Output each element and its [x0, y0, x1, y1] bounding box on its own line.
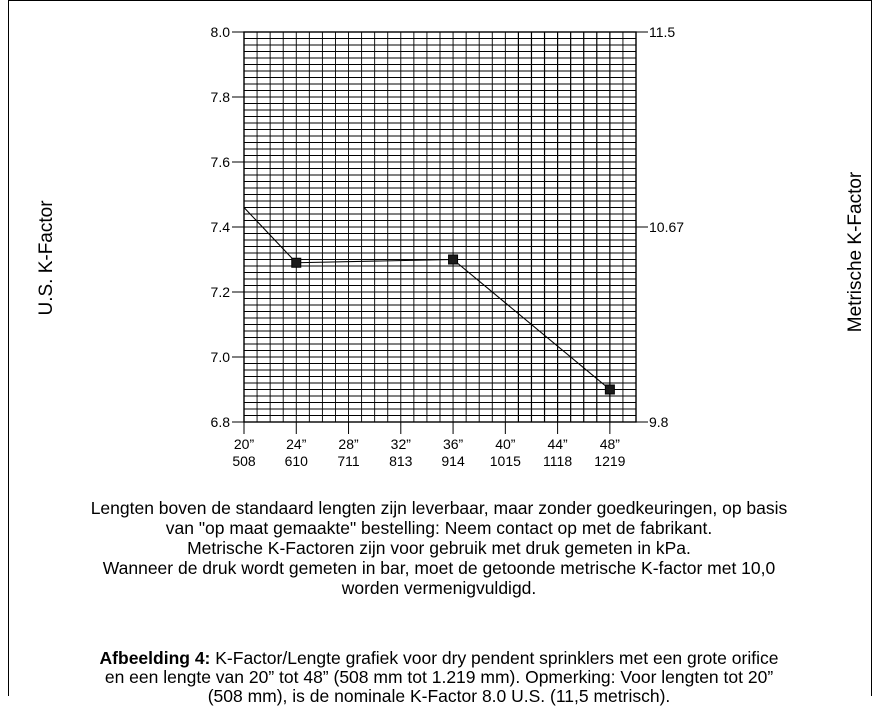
- note-line: Lengten boven de standaard lengten zijn …: [90, 498, 788, 518]
- x-tick-label-inch: 40”: [495, 436, 516, 452]
- figure-frame: [8, 0, 872, 696]
- y-tick-label: 7.6: [211, 154, 231, 170]
- x-tick-label-inch: 20”: [234, 436, 255, 452]
- y-tick-label: 7.4: [211, 219, 231, 235]
- x-tick-label-mm: 914: [441, 453, 465, 469]
- x-tick-label-mm: 508: [232, 453, 256, 469]
- y-axis-label-right: Metrische K-Factor: [845, 171, 866, 332]
- x-tick-label-inch: 24”: [286, 436, 307, 452]
- y-axis-label-left: U.S. K-Factor: [36, 200, 57, 316]
- caption-label: Afbeelding 4:: [99, 648, 211, 668]
- series-line: [243, 207, 611, 390]
- x-tick-label-inch: 44”: [547, 436, 568, 452]
- chart-notes: Lengten boven de standaard lengten zijn …: [12, 498, 866, 598]
- y-tick-label: 8.0: [211, 24, 231, 40]
- x-tick-label-inch: 36”: [443, 436, 464, 452]
- x-tick-label-mm: 610: [285, 453, 309, 469]
- figure-caption: Afbeelding 4: K-Factor/Lengte grafiek vo…: [12, 649, 866, 706]
- x-tick-label-inch: 28”: [338, 436, 359, 452]
- x-tick-label-mm: 1118: [543, 453, 572, 469]
- y-tick-label: 7.0: [211, 349, 231, 365]
- note-line: Metrische K-Factoren zijn voor gebruik m…: [187, 538, 691, 558]
- caption-text: en een lengte van 20” tot 48” (508 mm to…: [104, 667, 774, 687]
- x-tick-label-inch: 32”: [391, 436, 412, 452]
- x-tick-label-mm: 813: [389, 453, 413, 469]
- x-tick-label-mm: 1015: [490, 453, 521, 469]
- note-line: worden vermenigvuldigd.: [341, 578, 537, 598]
- x-tick-label-mm: 711: [337, 453, 360, 469]
- note-line: Wanneer de druk wordt gemeten in bar, mo…: [102, 558, 776, 578]
- x-tick-label-inch: 48”: [600, 436, 621, 452]
- y-tick-label: 7.8: [211, 89, 231, 105]
- data-point-marker: [448, 254, 459, 265]
- x-tick-label-mm: 1219: [594, 453, 625, 469]
- y-tick-label-right: 11.5: [649, 24, 675, 40]
- caption-text: K-Factor/Lengte grafiek voor dry pendent…: [210, 648, 779, 668]
- y-tick-label-right: 9.8: [649, 414, 669, 430]
- y-tick-label-right: 10.67: [649, 219, 684, 235]
- y-tick-label: 7.2: [211, 284, 231, 300]
- caption-text: (508 mm), is de nominale K-Factor 8.0 U.…: [207, 686, 671, 706]
- y-tick-label: 6.8: [211, 414, 231, 430]
- data-point-marker: [604, 384, 615, 395]
- data-point-marker: [291, 257, 302, 268]
- note-line: van "op maat gemaakte" bestelling: Neem …: [165, 518, 713, 538]
- k-factor-chart: 6.8 7.0 7.2 7.4 7.6 7.8 8.0 9.8 10.67 11.5 20”508 2…: [36, 24, 866, 469]
